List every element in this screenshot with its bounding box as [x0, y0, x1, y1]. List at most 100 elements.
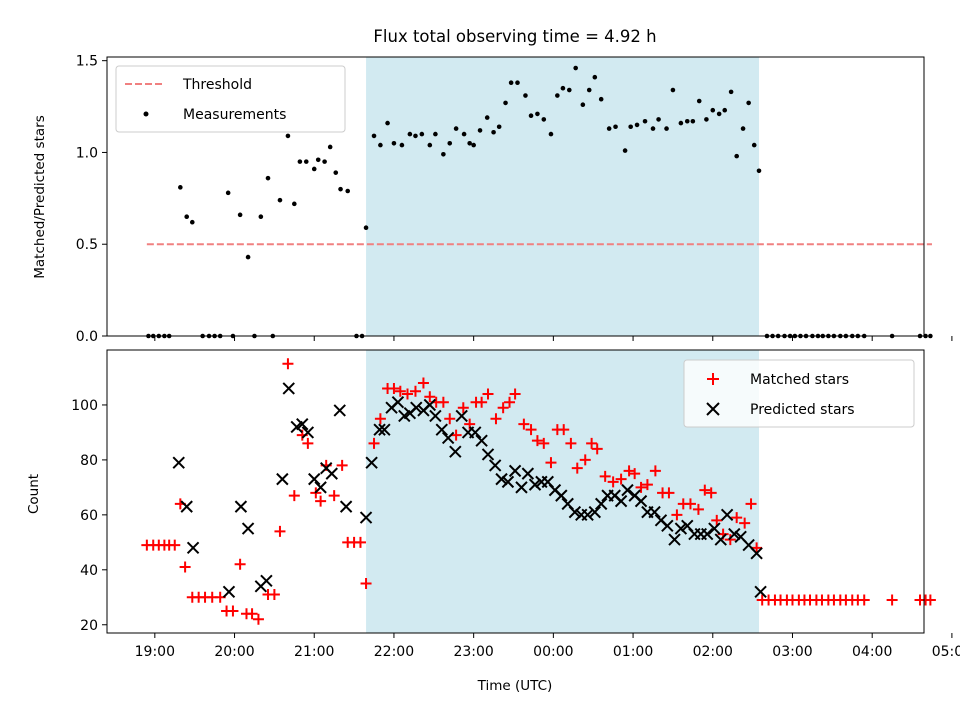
matched-star-point	[858, 594, 870, 606]
matched-star-point	[699, 484, 711, 496]
matched-star-point	[368, 437, 380, 449]
matched-star-point	[302, 437, 314, 449]
measurement-point	[548, 131, 554, 137]
top-y-tick-label: 0.5	[76, 237, 98, 253]
matched-star-point	[586, 437, 598, 449]
matched-star-point	[360, 578, 372, 590]
predicted-star-point	[700, 527, 714, 541]
predicted-star-point	[296, 417, 309, 431]
matched-star-point	[424, 391, 436, 403]
measurement-point	[378, 142, 383, 148]
matched-star-point	[641, 479, 653, 491]
bottom-x-tick-label: 23:00	[453, 644, 493, 660]
bottom-x-tick-label: 03:00	[772, 644, 812, 660]
predicted-star-point	[661, 519, 674, 533]
measurement-point	[656, 117, 661, 122]
measurement-point	[491, 129, 496, 135]
predicted-star-point	[441, 431, 455, 445]
matched-star-point	[354, 536, 366, 548]
measurement-point	[433, 131, 438, 137]
measurement-point	[528, 113, 534, 119]
measurement-point	[311, 166, 317, 172]
measurement-point	[237, 212, 243, 218]
measurement-point	[225, 190, 231, 196]
matched-star-point	[886, 594, 898, 606]
matched-star-point	[518, 418, 530, 430]
bottom-axes-frame	[106, 349, 925, 634]
measurement-point	[642, 118, 648, 124]
matched-star-point	[444, 413, 456, 425]
measurement-point	[678, 120, 684, 126]
matched-star-point	[274, 525, 286, 537]
measurement-point	[740, 126, 746, 131]
predicted-star-point	[501, 475, 515, 489]
measurement-point	[461, 131, 467, 137]
predicted-star-point	[282, 382, 295, 395]
predicted-star-point	[634, 494, 648, 508]
measurement-point	[670, 87, 676, 93]
matched-star-point	[336, 459, 348, 471]
predicted-star-point	[528, 478, 542, 491]
measurement-point	[622, 148, 628, 153]
predicted-star-point	[455, 409, 468, 423]
predicted-star-point	[614, 494, 628, 508]
bottom-x-axis: 19:00 20:00 21:00 22:00 23:00 00:00 01:00 02:00…	[135, 633, 960, 660]
measurement-point	[277, 197, 283, 203]
top-shaded-region	[366, 57, 760, 336]
top-axes-frame	[106, 56, 925, 337]
measurement-point	[515, 80, 520, 85]
matched-star-point	[476, 396, 488, 408]
measurement-point	[704, 117, 709, 122]
measurement-point	[399, 142, 405, 148]
measurement-point	[567, 87, 572, 93]
matched-star-point	[545, 457, 557, 469]
matched-star-point	[531, 435, 543, 447]
measurement-point	[734, 153, 739, 159]
predicted-star-point	[594, 497, 608, 511]
measurement-point	[541, 117, 547, 122]
predicted-star-point	[365, 456, 378, 469]
predicted-star-point	[481, 448, 495, 461]
matched-star-point	[450, 429, 462, 441]
predicted-star-point	[469, 426, 482, 439]
measurement-point	[292, 201, 297, 207]
measurement-point	[297, 159, 303, 164]
matched-star-point	[692, 503, 704, 515]
matched-star-point	[252, 613, 264, 625]
predicted-star-point	[521, 467, 535, 480]
matched-star-point	[227, 605, 239, 617]
predicted-star-point	[515, 481, 528, 494]
measurement-point	[580, 102, 586, 108]
matched-star-point	[599, 470, 611, 482]
measurement-point	[696, 98, 702, 104]
measurement-point	[338, 186, 343, 192]
matched-star-point	[497, 402, 509, 414]
predicted-star-point	[674, 522, 688, 535]
measurement-point	[746, 100, 751, 106]
top-y-tick-label: 1.5	[76, 54, 98, 70]
predicted-star-point	[754, 585, 767, 598]
measurement-point	[427, 142, 433, 148]
measurement-point	[391, 140, 397, 146]
measurement-point	[496, 124, 502, 130]
bottom-legend-label-predicted: Predicted stars	[750, 402, 855, 418]
top-y-axis: 0.0 0.5 1.0 1.5	[76, 54, 107, 345]
matched-star-point	[482, 388, 494, 400]
bottom-x-tick-label: 02:00	[693, 644, 733, 660]
measurement-point	[441, 151, 446, 157]
predicted-star-point	[568, 505, 582, 519]
measurement-point	[650, 126, 656, 131]
matched-star-point	[490, 413, 502, 425]
matched-star-point	[623, 465, 635, 477]
matched-star-point	[751, 542, 763, 554]
predicted-star-point	[750, 547, 763, 560]
bottom-y-axis: 20 40 60 80 100	[71, 398, 107, 634]
matched-star-point	[635, 481, 647, 493]
top-legend: Threshold Measurements	[115, 65, 346, 133]
measurement-point	[560, 85, 566, 91]
measurement-point	[555, 93, 560, 98]
matched-star-point	[525, 424, 537, 436]
predicted-star-point	[449, 445, 462, 458]
chart-title: Flux total observing time = 4.92 h	[373, 27, 656, 46]
measurement-point	[447, 140, 453, 146]
